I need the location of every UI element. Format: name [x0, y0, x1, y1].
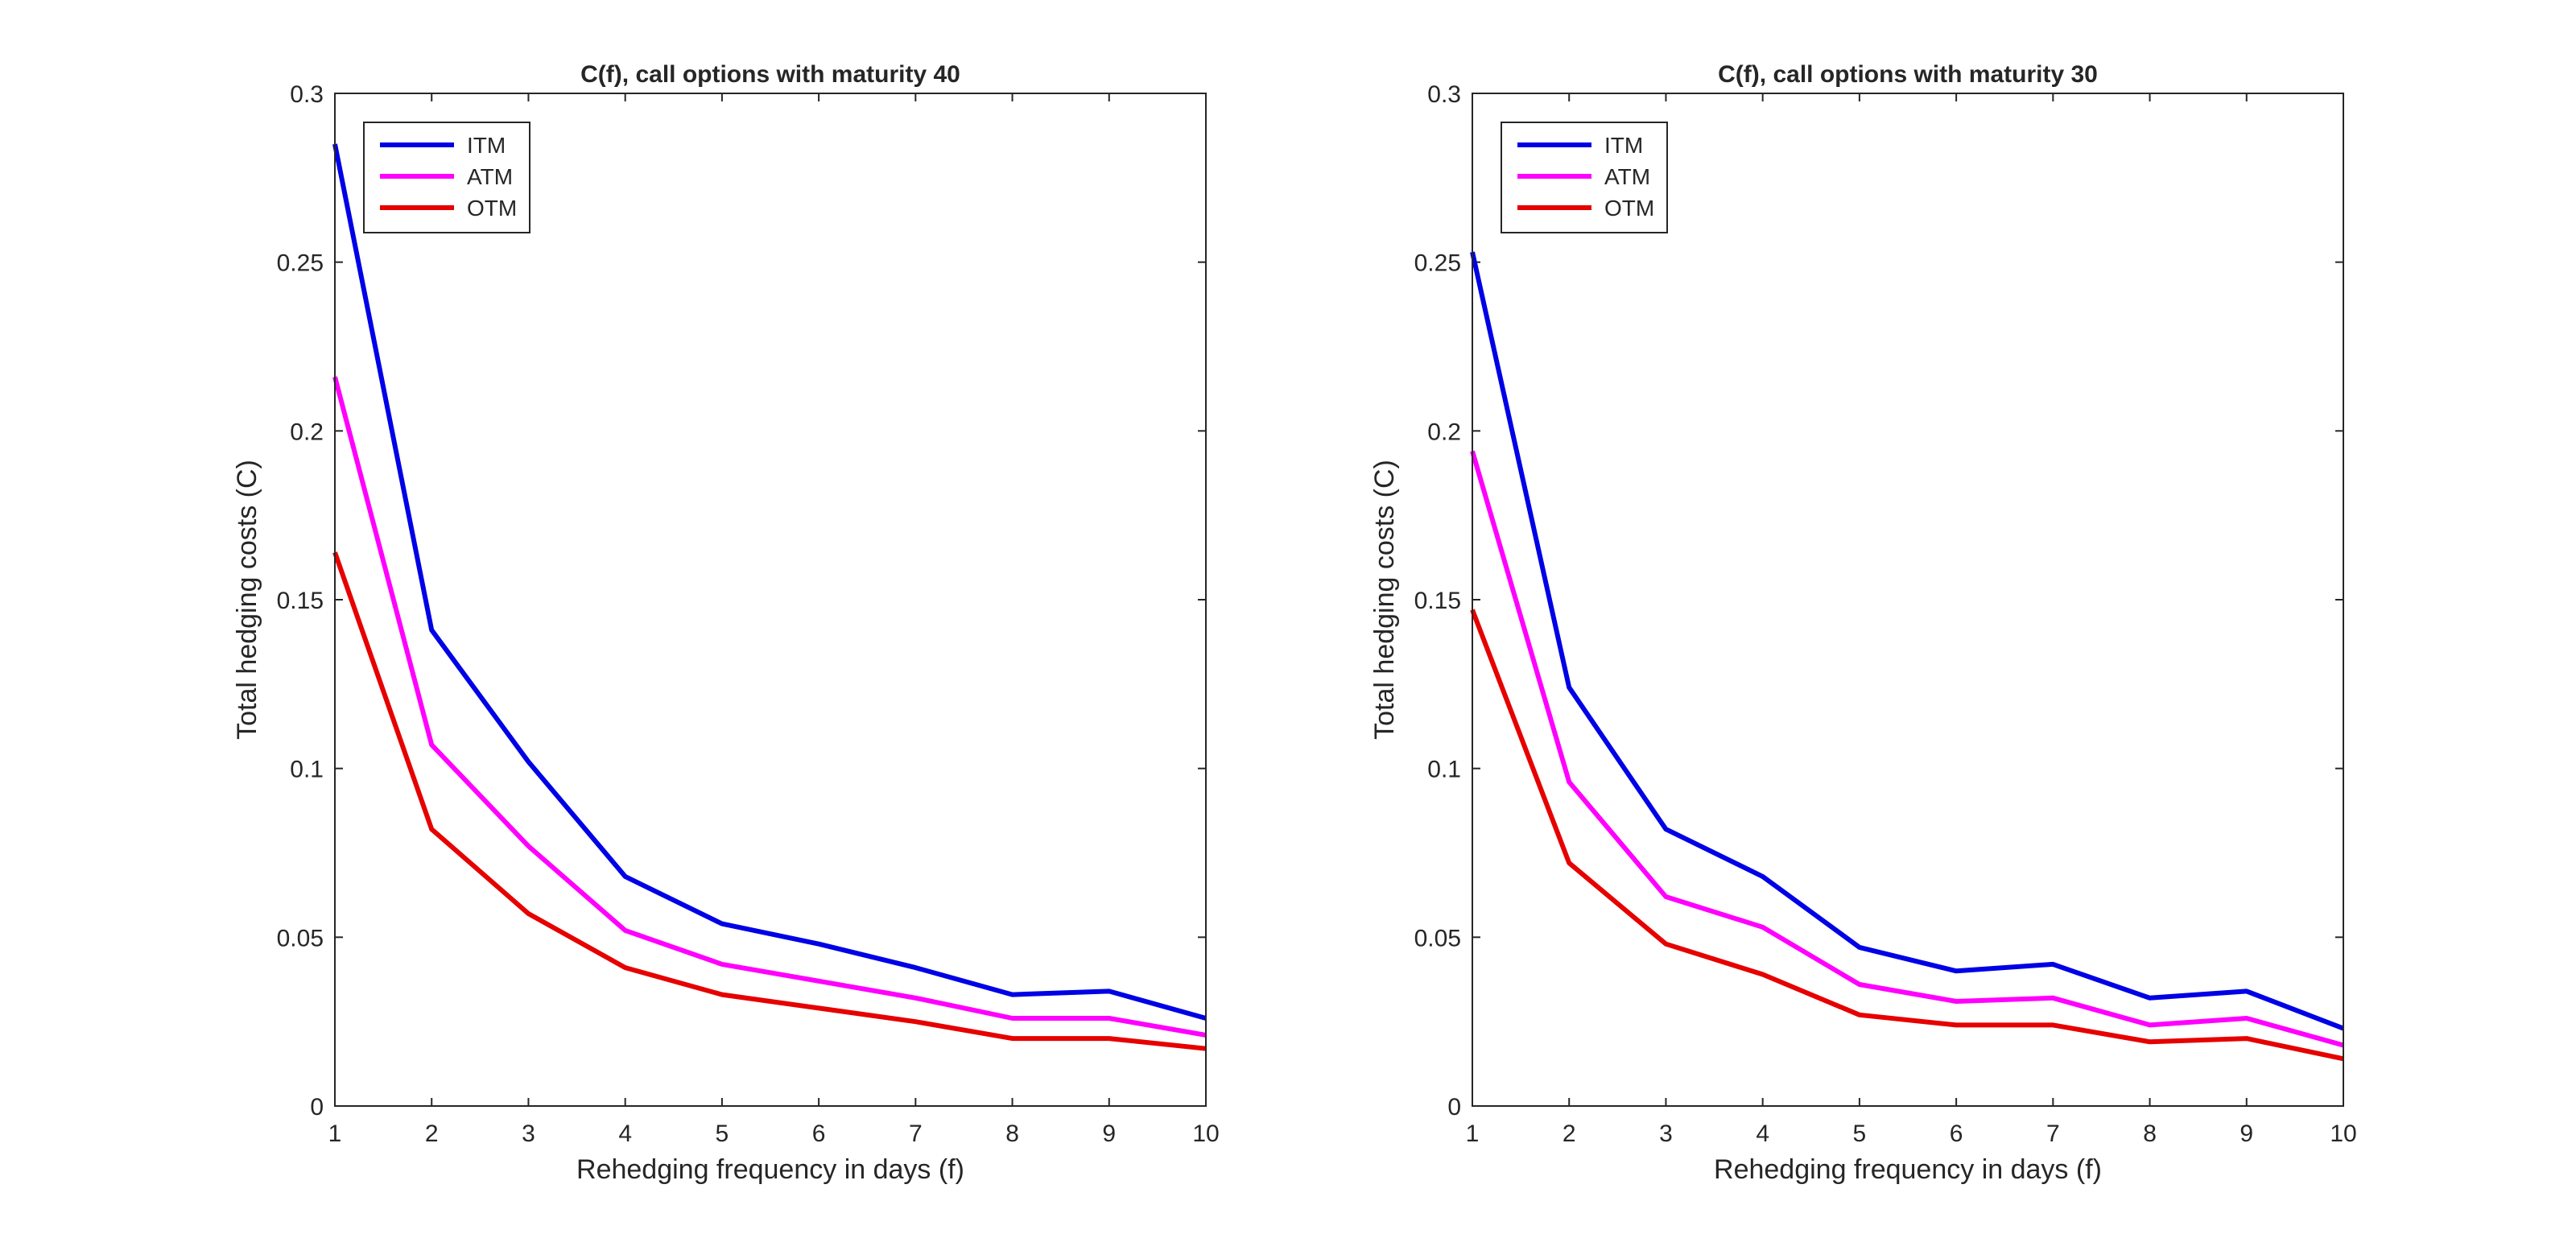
x-tick-label: 9 — [1102, 1121, 1116, 1147]
x-tick-label: 6 — [812, 1121, 826, 1147]
chart-title: C(f), call options with maturity 40 — [580, 61, 960, 88]
legend-label-otm: OTM — [467, 196, 517, 221]
series-line-itm — [1470, 251, 2345, 1031]
y-tick-label: 0.3 — [1427, 81, 1461, 108]
x-tick-label: 4 — [618, 1121, 632, 1147]
series-line-atm — [1470, 450, 2344, 1048]
y-tick-label: 0.15 — [1414, 588, 1461, 614]
x-axis-label: Rehedging frequency in days (f) — [1714, 1154, 2102, 1185]
series-line-otm — [1470, 609, 2344, 1062]
plot-area — [1472, 93, 2343, 1106]
y-tick-label: 0.25 — [277, 250, 324, 277]
x-tick-label: 7 — [2046, 1121, 2060, 1147]
x-tick-label: 8 — [2143, 1121, 2157, 1147]
x-axis-label: Rehedging frequency in days (f) — [576, 1154, 964, 1185]
plot-area — [335, 93, 1206, 1106]
axes-box — [1472, 93, 2344, 1107]
series-line-atm — [332, 376, 1207, 1038]
x-tick-label: 2 — [1563, 1121, 1576, 1147]
legend-label-otm: OTM — [1604, 196, 1654, 221]
y-tick-label: 0.2 — [1427, 419, 1461, 445]
series-line-otm — [332, 551, 1207, 1051]
x-tick-label: 3 — [522, 1121, 535, 1147]
legend-label-itm: ITM — [467, 133, 506, 158]
y-tick-label: 0 — [1447, 1094, 1461, 1121]
y-tick-label: 0.15 — [277, 588, 324, 614]
chart-title: C(f), call options with maturity 30 — [1718, 61, 2098, 88]
x-tick-label: 6 — [1950, 1121, 1963, 1147]
x-tick-label: 9 — [2240, 1121, 2253, 1147]
x-tick-label: 1 — [1466, 1121, 1480, 1147]
x-tick-label: 10 — [2330, 1121, 2356, 1147]
x-tick-label: 2 — [425, 1121, 439, 1147]
x-tick-label: 4 — [1756, 1121, 1769, 1147]
x-tick-label: 5 — [716, 1121, 729, 1147]
x-tick-label: 1 — [328, 1121, 342, 1147]
x-tick-label: 8 — [1005, 1121, 1019, 1147]
y-tick-label: 0.2 — [290, 419, 324, 445]
y-tick-label: 0.1 — [290, 757, 324, 783]
legend-label-itm: ITM — [1604, 133, 1643, 158]
legend-label-atm: ATM — [1604, 164, 1650, 189]
y-tick-label: 0.3 — [290, 81, 324, 108]
y-tick-label: 0 — [310, 1094, 324, 1121]
series-line-itm — [332, 143, 1207, 1021]
x-tick-label: 7 — [909, 1121, 923, 1147]
chart-maturity-30: C(f), call options with maturity 30 Rehe… — [1369, 61, 2357, 1185]
axes-box — [334, 93, 1207, 1107]
y-tick-label: 0.1 — [1427, 757, 1461, 783]
x-tick-label: 5 — [1853, 1121, 1867, 1147]
y-tick-label: 0.05 — [277, 925, 324, 951]
legend-label-atm: ATM — [467, 164, 513, 189]
y-axis-label: Total hedging costs (C) — [232, 460, 262, 740]
y-axis-label: Total hedging costs (C) — [1369, 460, 1400, 740]
x-tick-label: 3 — [1659, 1121, 1673, 1147]
y-tick-label: 0.05 — [1414, 925, 1461, 951]
chart-maturity-40: C(f), call options with maturity 40 Rehe… — [232, 61, 1220, 1185]
y-tick-label: 0.25 — [1414, 250, 1461, 277]
x-tick-label: 10 — [1192, 1121, 1219, 1147]
